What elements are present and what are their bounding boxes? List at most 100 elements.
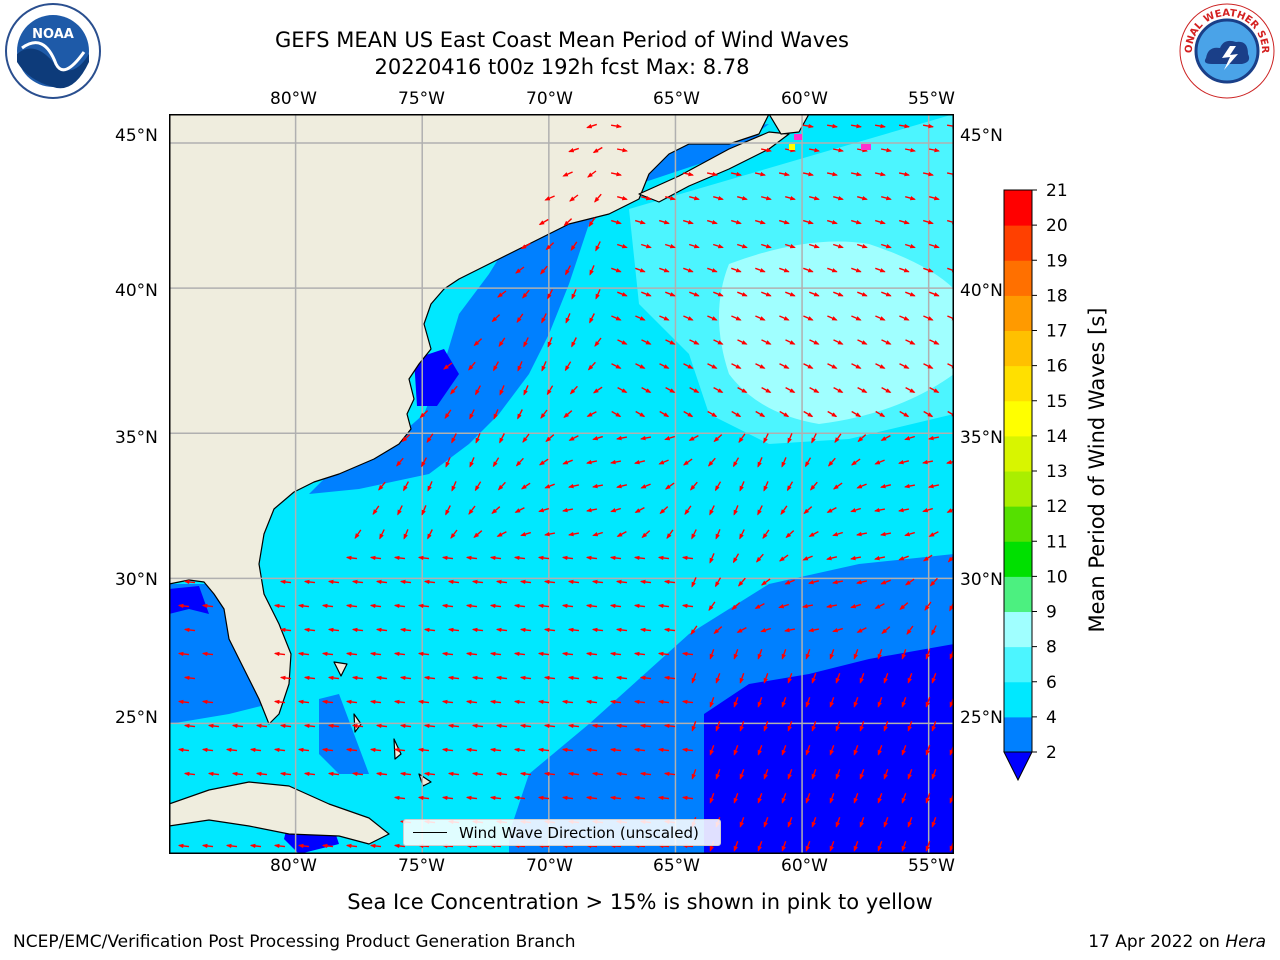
wave-direction-arrow	[739, 769, 745, 780]
wave-direction-arrow	[447, 627, 460, 633]
wave-direction-arrow	[757, 697, 763, 708]
sea-ice-note: Sea Ice Concentration > 15% is shown in …	[347, 890, 933, 914]
wave-direction-arrow	[763, 673, 769, 684]
wave-direction-arrow	[641, 386, 652, 394]
wave-direction-arrow	[657, 603, 670, 609]
wave-direction-arrow	[757, 505, 763, 516]
wave-direction-arrow	[303, 627, 316, 633]
lat-tick-right: 30°N	[960, 570, 1003, 590]
wave-direction-arrow	[207, 771, 220, 777]
wave-direction-arrow	[609, 699, 622, 705]
wave-direction-arrow	[351, 771, 364, 777]
wave-direction-arrow	[715, 529, 721, 540]
wave-direction-arrow	[853, 841, 859, 852]
wave-direction-arrow	[690, 625, 698, 636]
wave-direction-arrow	[541, 361, 547, 372]
wave-direction-arrow	[567, 675, 580, 681]
wave-direction-arrow	[441, 795, 454, 801]
lon-tick-bottom: 55°W	[908, 856, 955, 876]
colorbar-segment	[1004, 190, 1032, 226]
wave-direction-arrow	[351, 723, 364, 729]
colorbar-segment	[1004, 646, 1032, 683]
wave-direction-arrow	[897, 507, 910, 513]
wave-direction-arrow	[183, 579, 196, 585]
wave-direction-arrow	[616, 243, 628, 249]
colorbar-tick-label: 19	[1046, 251, 1068, 271]
colorbar-tick-label: 8	[1046, 638, 1057, 658]
wave-direction-arrow	[905, 386, 916, 394]
wave-direction-arrow	[468, 505, 476, 515]
wave-direction-arrow	[904, 435, 916, 441]
wave-direction-arrow	[931, 673, 937, 684]
wave-direction-arrow	[731, 315, 742, 321]
wave-direction-arrow	[829, 793, 835, 804]
wave-direction-arrow	[565, 313, 571, 324]
wave-direction-arrow	[447, 771, 460, 777]
wave-direction-arrow	[520, 482, 531, 490]
wave-direction-arrow	[201, 651, 214, 657]
wave-direction-arrow	[874, 459, 885, 465]
wave-direction-arrow	[899, 267, 910, 273]
wave-direction-arrow	[471, 627, 484, 633]
land-masses	[168, 113, 810, 845]
wave-direction-arrow	[447, 579, 460, 585]
wave-direction-arrow	[715, 673, 721, 684]
lon-tick-top: 80°W	[270, 89, 317, 109]
wave-direction-arrow	[351, 627, 364, 633]
lon-tick-bottom: 75°W	[398, 856, 445, 876]
wave-direction-arrow	[761, 195, 772, 201]
lon-tick-top: 55°W	[908, 89, 955, 109]
colorbar-title: Mean Period of Wind Waves [s]	[1085, 307, 1109, 633]
wave-direction-arrow	[737, 195, 748, 201]
wave-direction-arrow	[803, 363, 814, 369]
wave-direction-arrow	[901, 745, 907, 756]
colorbar-segment	[1004, 716, 1032, 753]
wave-direction-arrow	[543, 675, 556, 681]
wave-direction-arrow	[835, 721, 841, 732]
wave-direction-arrow	[831, 579, 844, 585]
wave-direction-arrow	[616, 530, 627, 538]
wave-direction-arrow	[827, 219, 838, 225]
wave-direction-arrow	[883, 673, 889, 684]
wave-direction-arrow	[327, 627, 340, 633]
wave-direction-arrow	[498, 337, 506, 348]
lat-tick-right: 35°N	[960, 428, 1003, 448]
wave-direction-arrow	[351, 579, 364, 585]
wave-direction-arrow	[561, 795, 574, 801]
wave-direction-arrow	[928, 147, 940, 153]
wave-direction-arrow	[541, 313, 547, 324]
wave-direction-arrow	[785, 530, 795, 539]
wave-direction-arrow	[681, 795, 694, 801]
wave-direction-arrow	[832, 627, 843, 633]
wave-direction-arrow	[907, 769, 913, 780]
wave-direction-arrow	[589, 313, 595, 324]
wave-direction-arrow	[225, 747, 238, 753]
wave-direction-arrow	[761, 386, 772, 394]
legend-label: Wind Wave Direction (unscaled)	[459, 823, 699, 842]
wave-direction-arrow	[683, 410, 694, 418]
wave-direction-arrow	[561, 747, 574, 753]
wave-direction-arrow	[851, 315, 862, 321]
wave-direction-arrow	[802, 171, 814, 177]
wave-direction-arrow	[465, 795, 478, 801]
wave-direction-arrow	[907, 673, 913, 684]
wave-direction-arrow	[849, 555, 862, 561]
colorbar-segment	[1004, 295, 1032, 332]
wave-direction-arrow	[591, 675, 604, 681]
wave-direction-arrow	[713, 291, 724, 297]
wave-direction-arrow	[594, 193, 602, 203]
wave-direction-arrow	[779, 363, 790, 369]
wave-direction-arrow	[570, 241, 578, 252]
wave-direction-arrow	[657, 555, 670, 561]
wave-direction-arrow	[586, 411, 597, 417]
wave-direction-arrow	[809, 339, 820, 345]
wave-direction-arrow	[682, 171, 694, 177]
wave-direction-arrow	[611, 363, 622, 369]
wave-direction-arrow	[826, 171, 838, 177]
wave-direction-arrow	[545, 434, 555, 443]
colorbar-segment	[1004, 260, 1032, 296]
wave-direction-arrow	[898, 123, 911, 129]
wave-direction-arrow	[731, 363, 742, 369]
wave-direction-arrow	[615, 579, 628, 585]
wave-direction-arrow	[519, 675, 532, 681]
